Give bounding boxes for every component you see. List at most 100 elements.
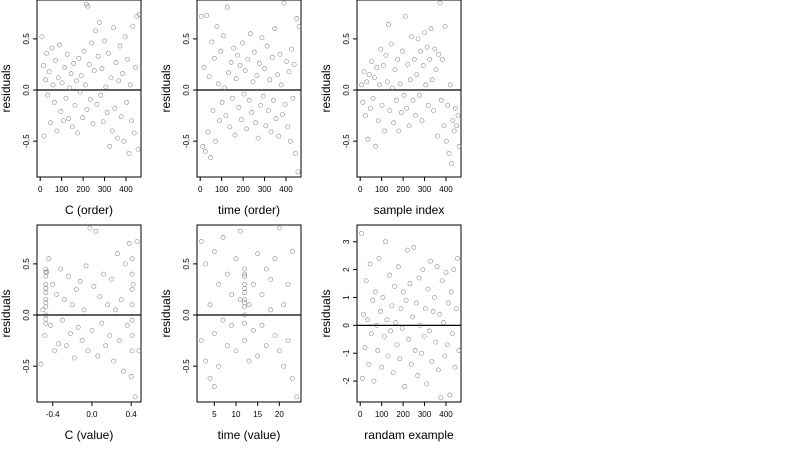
data-point bbox=[402, 384, 408, 390]
data-point bbox=[388, 328, 394, 334]
data-point bbox=[437, 0, 443, 6]
data-point bbox=[209, 39, 215, 45]
data-point bbox=[453, 106, 458, 111]
data-point bbox=[456, 143, 462, 149]
data-point bbox=[216, 363, 222, 369]
data-point bbox=[242, 297, 248, 303]
data-point bbox=[378, 46, 384, 52]
data-point bbox=[48, 120, 53, 126]
data-point bbox=[291, 62, 297, 67]
x-tick-label: 300 bbox=[418, 410, 432, 419]
data-point bbox=[408, 361, 414, 367]
data-point bbox=[361, 311, 367, 317]
data-point bbox=[253, 120, 258, 126]
data-point bbox=[367, 261, 373, 267]
data-point bbox=[211, 249, 217, 254]
y-tick-label: 2 bbox=[342, 267, 351, 272]
data-point bbox=[101, 271, 107, 277]
data-point bbox=[80, 115, 86, 121]
data-point bbox=[229, 292, 235, 297]
data-point bbox=[451, 128, 457, 134]
data-point bbox=[66, 273, 71, 279]
data-point bbox=[129, 348, 135, 354]
data-point bbox=[242, 271, 248, 277]
data-point bbox=[377, 309, 383, 314]
data-point bbox=[399, 110, 404, 115]
data-point bbox=[432, 295, 437, 300]
data-point bbox=[271, 97, 276, 103]
data-point bbox=[433, 67, 439, 72]
data-point bbox=[242, 273, 248, 279]
data-point bbox=[97, 20, 102, 25]
data-point bbox=[46, 69, 52, 74]
data-point bbox=[454, 123, 460, 129]
data-point bbox=[129, 302, 135, 308]
data-point bbox=[75, 130, 80, 136]
data-point bbox=[359, 82, 364, 88]
data-point bbox=[97, 294, 103, 299]
data-point bbox=[405, 247, 410, 253]
data-point bbox=[387, 108, 393, 113]
data-point bbox=[61, 118, 66, 124]
data-point bbox=[390, 85, 395, 91]
data-point bbox=[426, 328, 432, 334]
data-point bbox=[79, 338, 85, 343]
data-point bbox=[62, 297, 67, 303]
data-point bbox=[450, 331, 455, 337]
data-point bbox=[272, 256, 278, 262]
data-point bbox=[383, 239, 388, 245]
data-point bbox=[426, 103, 431, 108]
data-point bbox=[280, 112, 285, 117]
data-point bbox=[398, 306, 404, 311]
plot-frame bbox=[196, 0, 302, 178]
data-point bbox=[365, 136, 371, 142]
data-point bbox=[129, 271, 135, 277]
data-point bbox=[242, 281, 248, 287]
data-point bbox=[129, 118, 134, 124]
panel-sample-index: 0 100 200 300 400 -0.5 0.0 0.5 sample index resid… bbox=[319, 0, 462, 217]
data-point bbox=[278, 82, 284, 88]
data-point bbox=[43, 281, 49, 287]
x-tick-label: 100 bbox=[375, 185, 389, 194]
data-point bbox=[401, 92, 407, 98]
data-point bbox=[99, 66, 105, 71]
data-point bbox=[131, 130, 137, 136]
data-point bbox=[406, 123, 412, 129]
x-axis-label: time (value) bbox=[218, 428, 281, 442]
data-point bbox=[217, 118, 222, 124]
data-point bbox=[282, 101, 288, 107]
data-point bbox=[410, 314, 415, 320]
data-point bbox=[115, 251, 120, 257]
panel-c-order: 0 100 200 300 400 -0.5 0.0 0.5 C (order) residual… bbox=[0, 0, 142, 217]
data-point bbox=[455, 256, 460, 261]
data-point bbox=[56, 341, 61, 347]
y-tick-label: 0 bbox=[342, 323, 351, 328]
data-point bbox=[246, 358, 252, 364]
data-point bbox=[386, 22, 391, 27]
x-tick-label: 300 bbox=[258, 185, 272, 194]
data-point bbox=[222, 85, 228, 91]
data-point bbox=[118, 114, 124, 120]
data-point bbox=[98, 92, 104, 98]
data-point bbox=[285, 124, 291, 130]
data-point bbox=[431, 108, 436, 113]
data-point bbox=[198, 13, 204, 19]
y-axis-label: residuals bbox=[159, 64, 173, 112]
data-point bbox=[242, 300, 248, 306]
data-point bbox=[399, 325, 405, 331]
data-point bbox=[207, 376, 213, 381]
data-point bbox=[264, 43, 270, 49]
data-point bbox=[263, 123, 269, 129]
y-tick-label: 0.0 bbox=[182, 84, 191, 96]
x-tick-label: 0 bbox=[198, 185, 203, 194]
x-tick-label: 0.4 bbox=[126, 410, 138, 419]
data-point bbox=[128, 374, 134, 379]
data-point bbox=[420, 63, 426, 68]
data-point bbox=[442, 24, 448, 29]
data-point bbox=[242, 338, 248, 343]
data-point bbox=[125, 56, 131, 62]
x-axis-label: sample index bbox=[374, 203, 445, 217]
data-point bbox=[373, 143, 379, 149]
data-point bbox=[70, 124, 75, 130]
